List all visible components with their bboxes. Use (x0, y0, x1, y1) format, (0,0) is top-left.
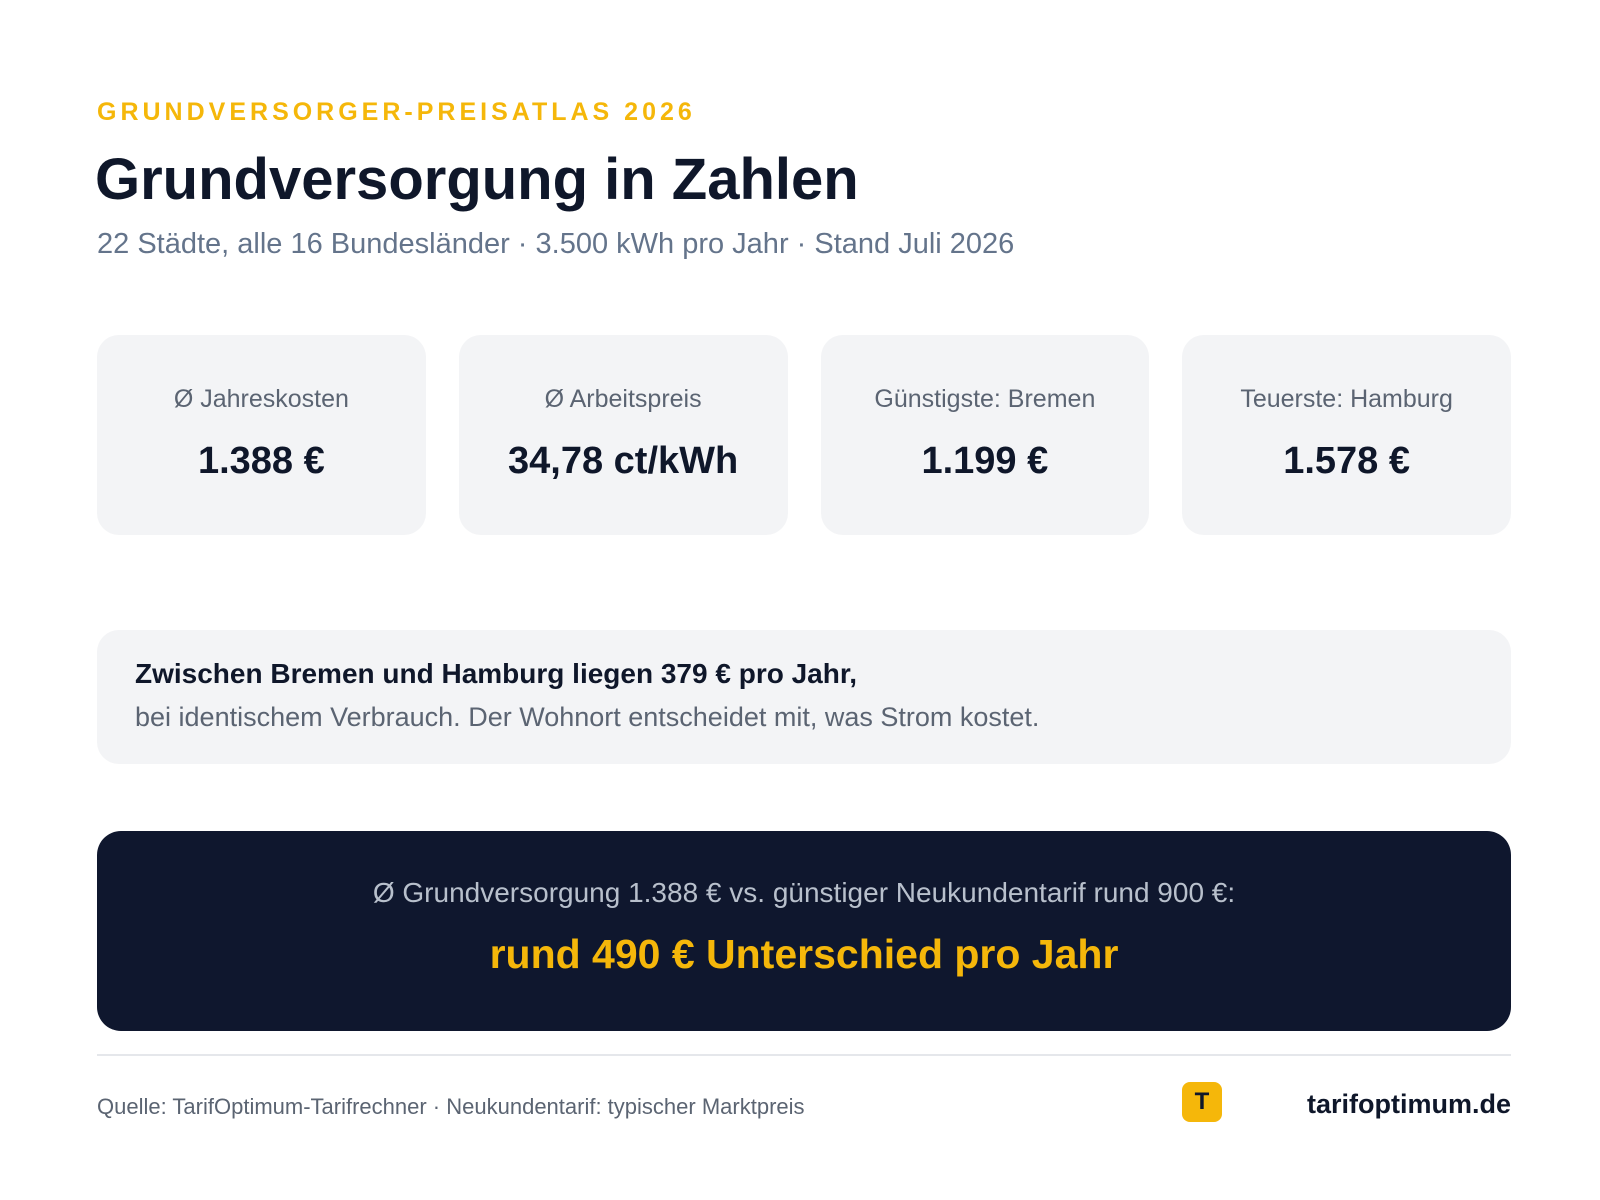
stat-cards: Ø Jahreskosten 1.388 € Ø Arbeitspreis 34… (97, 335, 1511, 535)
stat-value: 34,78 ct/kWh (508, 440, 739, 482)
stat-value: 1.388 € (197, 440, 325, 482)
stat-label: Teuerste: Hamburg (1240, 385, 1453, 413)
eyebrow-label: GRUNDVERSORGER-PREISATLAS 2026 (97, 98, 696, 126)
page-title: Grundversorgung in Zahlen (95, 147, 859, 212)
page-subtitle: 22 Städte, alle 16 Bundesländer · 3.500 … (97, 228, 1015, 260)
source-note: Quelle: TarifOptimum-Tarifrechner · Neuk… (97, 1094, 805, 1119)
footer-divider (97, 1054, 1511, 1056)
brand-name: tarifoptimum.de (1306, 1089, 1511, 1119)
stat-label: Ø Arbeitspreis (544, 385, 702, 413)
insight-headline: Zwischen Bremen und Hamburg liegen 379 €… (135, 658, 857, 689)
savings-result: rund 490 € Unterschied pro Jahr (489, 931, 1119, 977)
stat-value: 1.578 € (1283, 440, 1411, 482)
brand-logo-icon: T (1182, 1082, 1222, 1122)
stat-card-average-energy-price: Ø Arbeitspreis 34,78 ct/kWh (458, 335, 788, 535)
insight-box: Zwischen Bremen und Hamburg liegen 379 €… (97, 630, 1511, 764)
insight-text: bei identischem Verbrauch. Der Wohnort e… (135, 702, 1040, 732)
stat-card-most-expensive-city: Teuerste: Hamburg 1.578 € (1182, 335, 1511, 535)
stat-card-cheapest-city: Günstigste: Bremen 1.199 € (820, 335, 1150, 535)
stat-label: Günstigste: Bremen (874, 385, 1096, 413)
savings-highlight-box: Ø Grundversorgung 1.388 € vs. günstiger … (97, 831, 1511, 1031)
stat-label: Ø Jahreskosten (173, 385, 349, 413)
savings-comparison: Ø Grundversorgung 1.388 € vs. günstiger … (372, 877, 1236, 908)
stat-value: 1.199 € (921, 440, 1049, 482)
stat-card-average-annual-cost: Ø Jahreskosten 1.388 € (97, 335, 426, 535)
